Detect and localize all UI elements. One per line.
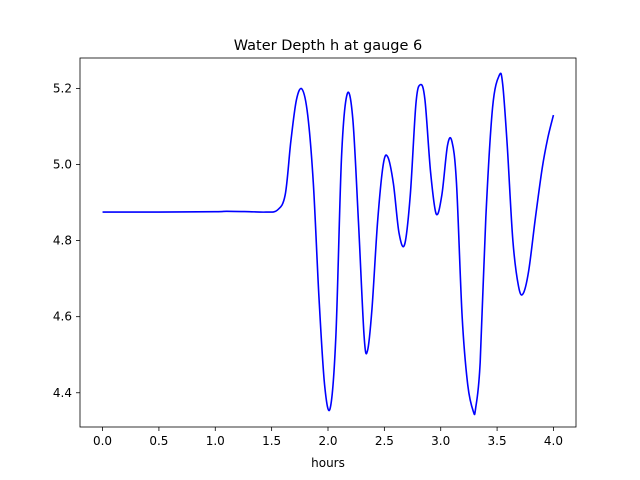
plot-frame (79, 57, 577, 428)
x-tick-label: 1.0 (206, 434, 225, 448)
y-tick-label: 4.4 (53, 386, 72, 400)
x-tick-label: 3.5 (488, 434, 507, 448)
x-tick-label: 2.0 (318, 434, 337, 448)
x-axis-label: hours (311, 456, 345, 470)
y-axis: 4.4 4.6 4.8 5.0 5.2 (53, 81, 80, 400)
x-tick-label: 0.0 (93, 434, 112, 448)
x-tick-label: 2.5 (375, 434, 394, 448)
y-tick-label: 4.8 (53, 234, 72, 248)
plot-area (80, 58, 576, 427)
y-tick-label: 5.0 (53, 158, 72, 172)
x-tick-label: 0.5 (149, 434, 168, 448)
y-tick-label: 5.2 (53, 81, 72, 95)
x-tick-label: 3.0 (431, 434, 450, 448)
x-tick-label: 1.5 (262, 434, 281, 448)
y-tick-label: 4.6 (53, 310, 72, 324)
x-axis: 0.0 0.5 1.0 1.5 2.0 2.5 3.0 3.5 4.0 (93, 427, 563, 448)
x-tick-label: 4.0 (544, 434, 563, 448)
water-depth-series-line (102, 72, 555, 416)
chart-title: Water Depth h at gauge 6 (234, 38, 422, 54)
